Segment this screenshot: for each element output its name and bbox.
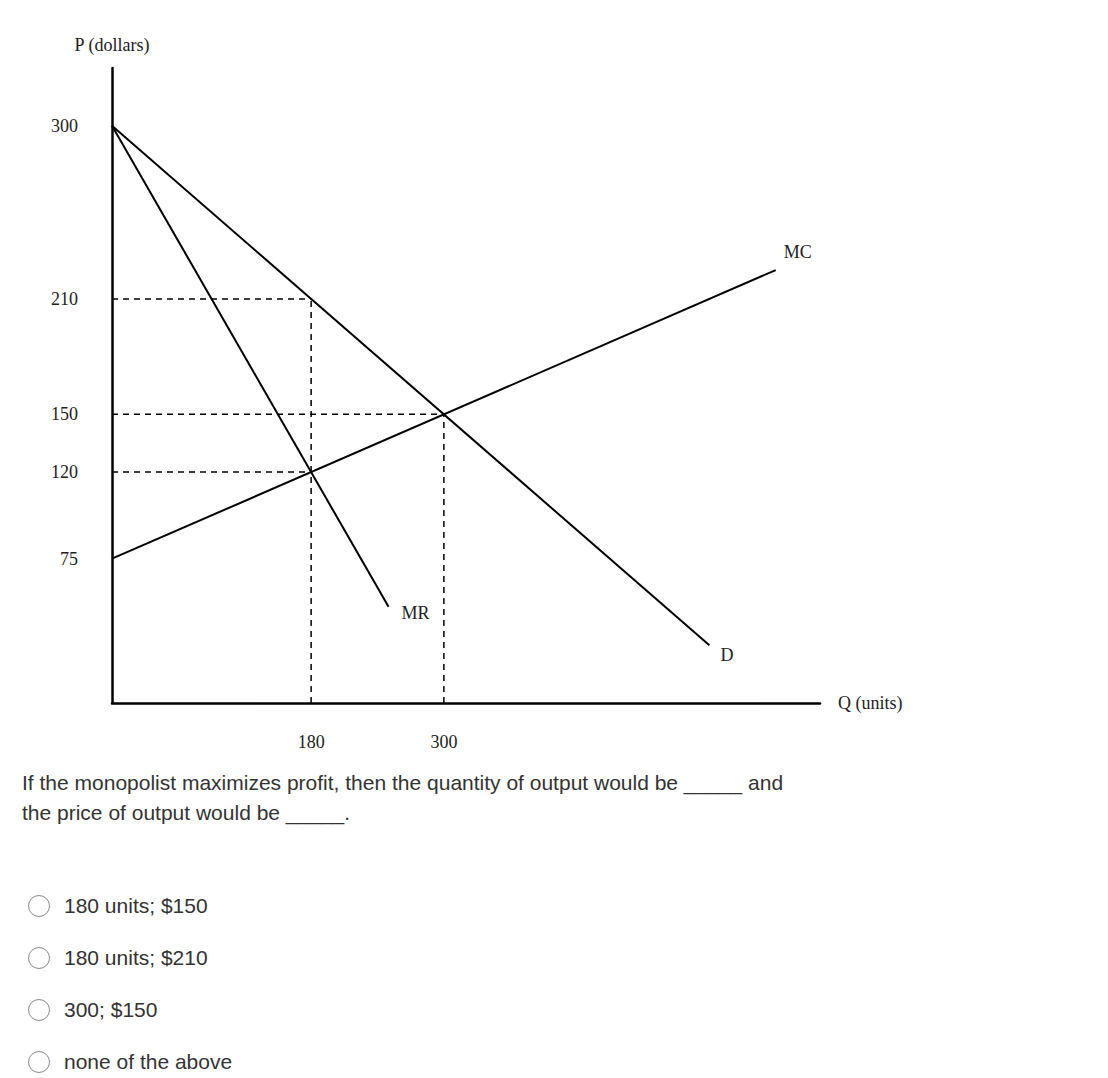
svg-text:300: 300 <box>430 732 457 752</box>
html-text:180 units; $150: 180 units; $150 <box>64 894 208 917</box>
html-text:180 units; $210: 180 units; $210 <box>64 946 208 969</box>
svg-text:210: 210 <box>51 289 78 309</box>
html-text:none of the above: none of the above <box>64 1050 233 1073</box>
svg-text:Q (units): Q (units) <box>838 693 903 714</box>
html-text:the price of output would be _: the price of output would be _____. <box>22 801 351 824</box>
svg-text:MC: MC <box>784 242 812 262</box>
svg-text:75: 75 <box>60 549 78 569</box>
svg-text:P (dollars): P (dollars) <box>75 35 150 56</box>
svg-text:120: 120 <box>51 462 78 482</box>
html-text:If the monopolist maximizes pr: If the monopolist maximizes profit, then… <box>22 771 784 794</box>
svg-text:D: D <box>720 645 733 665</box>
html-text:300; $150: 300; $150 <box>64 998 158 1021</box>
svg-text:180: 180 <box>298 732 325 752</box>
svg-text:MR: MR <box>402 603 430 623</box>
svg-text:150: 150 <box>51 404 78 424</box>
svg-text:300: 300 <box>51 116 78 136</box>
